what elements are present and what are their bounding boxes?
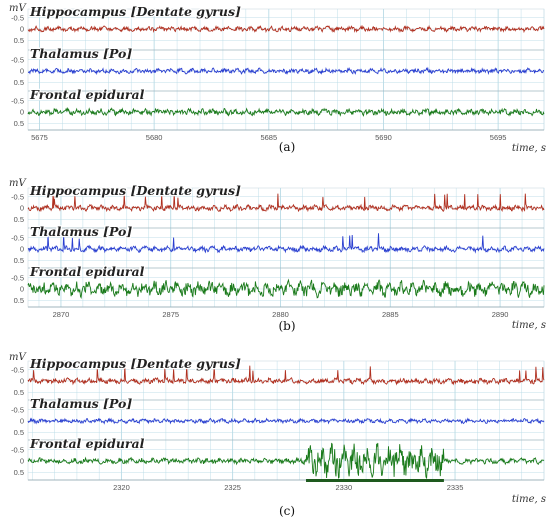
- y-tick-label: -0.5: [11, 405, 24, 414]
- x-tick-label: 2885: [382, 310, 399, 319]
- y-tick-label: 0.5: [14, 119, 24, 128]
- y-tick-label: 0: [20, 377, 24, 386]
- y-tick-label: -0.5: [11, 273, 24, 282]
- panel-label: (a): [279, 140, 296, 154]
- x-tick-label: 2335: [447, 483, 464, 492]
- y-tick-label: -0.5: [11, 445, 24, 454]
- channel-name: Hippocampus [Dentate gyrus]: [29, 356, 241, 371]
- channel-name: Frontal epidural: [29, 87, 145, 102]
- trace-frontal: [27, 442, 545, 479]
- x-tick-label: 2330: [335, 483, 352, 492]
- trace-hippocampus: [27, 365, 545, 386]
- x-unit-label: time, s: [512, 494, 546, 505]
- channel-1: -0.5 0 0.5 Hippocampus [Dentate gyrus]: [11, 182, 545, 224]
- channel-3: -0.5 0 0.5 Frontal epidural: [11, 435, 545, 479]
- channel-name: Hippocampus [Dentate gyrus]: [29, 4, 241, 19]
- x-tick-label: 5695: [490, 133, 507, 142]
- y-tick-label: -0.5: [11, 192, 24, 201]
- y-tick-label: 0.5: [14, 296, 24, 305]
- trace-frontal: [27, 106, 545, 117]
- channel-name: Frontal epidural: [29, 264, 145, 279]
- x-tick-label: 5675: [31, 133, 48, 142]
- x-tick-label: 5690: [375, 133, 392, 142]
- channel-name: Frontal epidural: [29, 436, 145, 451]
- channel-3: -0.5 0 0.5 Frontal epidural: [11, 86, 545, 128]
- x-tick-label: 2870: [53, 310, 70, 319]
- y-tick-label: -0.5: [11, 55, 24, 64]
- x-tick-label: 2880: [272, 310, 289, 319]
- trace-thalamus: [27, 417, 545, 425]
- y-tick-label: 0: [20, 108, 24, 117]
- x-tick-label: 2320: [113, 483, 130, 492]
- y-tick-label: -0.5: [11, 233, 24, 242]
- y-tick-label: 0.5: [14, 388, 24, 397]
- channel-name: Thalamus [Po]: [30, 396, 132, 411]
- x-unit-label: time, s: [512, 320, 546, 331]
- y-tick-label: 0.5: [14, 215, 24, 224]
- y-tick-label: 0.5: [14, 468, 24, 477]
- y-tick-label: 0: [20, 417, 24, 426]
- x-tick-label: 2875: [162, 310, 179, 319]
- y-tick-label: 0: [20, 285, 24, 294]
- y-unit-label: mV: [9, 178, 27, 189]
- y-tick-label: 0.5: [14, 78, 24, 87]
- channel-name: Hippocampus [Dentate gyrus]: [29, 183, 241, 198]
- trace-hippocampus: [27, 193, 545, 213]
- y-tick-label: 0.5: [14, 256, 24, 265]
- channel-1: -0.5 0 0.5 Hippocampus [Dentate gyrus]: [11, 3, 545, 45]
- y-tick-label: 0: [20, 457, 24, 466]
- y-unit-label: mV: [9, 3, 27, 14]
- x-tick-label: 2890: [492, 310, 509, 319]
- y-tick-label: 0.5: [14, 428, 24, 437]
- trace-frontal: [27, 278, 545, 300]
- y-tick-label: 0: [20, 67, 24, 76]
- y-tick-label: 0: [20, 204, 24, 213]
- panel-label: (c): [279, 504, 295, 518]
- channel-1: -0.5 0 0.5 Hippocampus [Dentate gyrus]: [11, 355, 545, 397]
- y-tick-label: 0: [20, 25, 24, 34]
- y-tick-label: -0.5: [11, 365, 24, 374]
- channel-2: -0.5 0 0.5 Thalamus [Po]: [11, 223, 545, 265]
- y-tick-label: -0.5: [11, 96, 24, 105]
- y-tick-label: 0.5: [14, 36, 24, 45]
- y-tick-label: -0.5: [11, 13, 24, 22]
- x-tick-label: 2325: [224, 483, 241, 492]
- x-tick-label: 5680: [146, 133, 163, 142]
- trace-hippocampus: [27, 24, 545, 34]
- channel-name: Thalamus [Po]: [30, 46, 132, 61]
- channel-name: Thalamus [Po]: [30, 224, 132, 239]
- channel-2: -0.5 0 0.5 Thalamus [Po]: [11, 395, 545, 437]
- x-tick-label: 5685: [260, 133, 277, 142]
- y-tick-label: 0: [20, 245, 24, 254]
- burst-marker-bar: [306, 479, 444, 482]
- channel-3: -0.5 0 0.5 Frontal epidural: [11, 263, 545, 305]
- channel-2: -0.5 0 0.5 Thalamus [Po]: [11, 45, 545, 87]
- y-unit-label: mV: [9, 352, 27, 363]
- x-unit-label: time, s: [512, 143, 546, 154]
- trace-thalamus: [27, 233, 545, 254]
- panel-label: (b): [278, 319, 295, 333]
- trace-thalamus: [28, 66, 545, 76]
